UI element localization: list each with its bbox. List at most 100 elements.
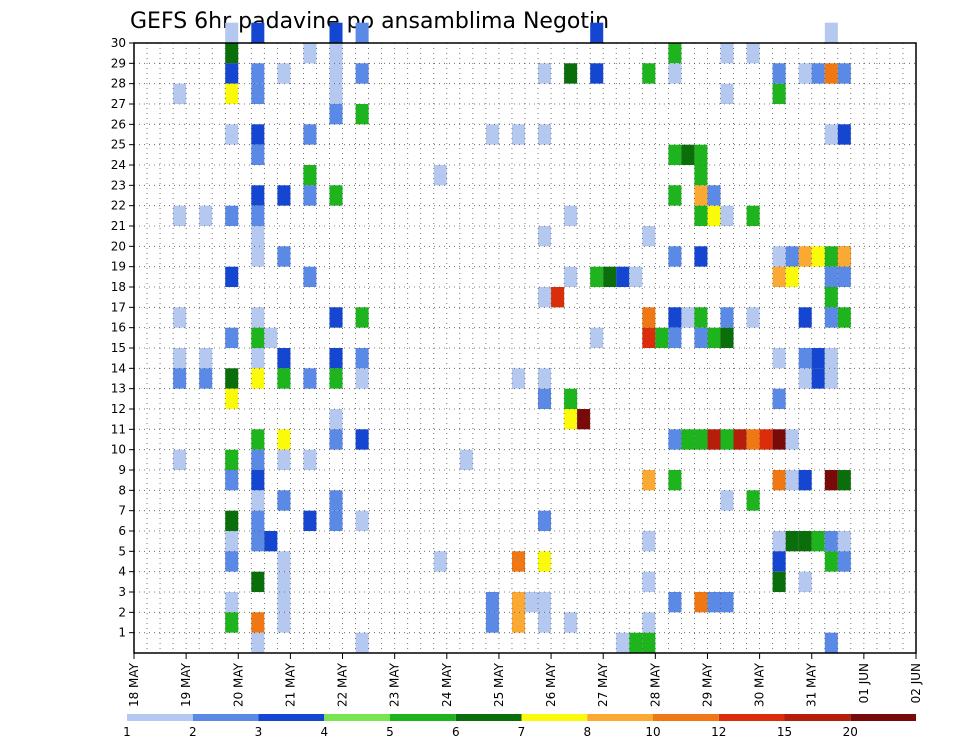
y-tick-label: 16 — [111, 321, 126, 335]
heatmap-cell — [798, 246, 812, 267]
legend-color-swatch — [127, 714, 193, 721]
heatmap-cell — [694, 144, 708, 166]
y-tick-label: 2 — [118, 605, 126, 619]
heatmap-cell — [251, 348, 265, 369]
heatmap-cell — [251, 571, 265, 593]
heatmap-cell — [173, 205, 187, 227]
heatmap-cell — [642, 531, 656, 552]
heatmap-cell — [264, 531, 278, 552]
heatmap-cell — [251, 490, 265, 511]
heatmap-cell — [785, 470, 799, 491]
x-tick-label: 30 MAY — [753, 662, 767, 707]
heatmap-cell — [538, 226, 552, 247]
y-tick-label: 21 — [111, 219, 126, 233]
y-tick-label: 26 — [111, 117, 126, 131]
heatmap-cell — [329, 429, 343, 450]
legend-color-swatch — [521, 714, 588, 721]
heatmap-cell — [525, 592, 539, 613]
x-tick-label: 20 MAY — [231, 662, 245, 707]
y-tick-label: 27 — [111, 97, 126, 111]
heatmap-cell — [720, 490, 734, 511]
heatmap-cell — [798, 571, 812, 593]
heatmap-cell — [824, 368, 838, 389]
heatmap-cell — [485, 612, 499, 633]
heatmap-cell — [837, 531, 851, 552]
heatmap-cell — [433, 165, 447, 186]
heatmap-cell — [668, 144, 682, 166]
y-tick-label: 8 — [118, 483, 126, 497]
legend-label: 10 — [645, 725, 660, 739]
heatmap-cell — [329, 83, 343, 105]
heatmap-cell — [251, 246, 265, 267]
heatmap-cell — [798, 368, 812, 389]
x-tick-label: 29 MAY — [700, 662, 714, 707]
heatmap-cell — [668, 43, 682, 64]
heatmap-cells — [173, 22, 851, 654]
heatmap-cell — [668, 246, 682, 267]
heatmap-cell — [225, 83, 239, 105]
heatmap-cell — [720, 205, 734, 227]
heatmap-cell — [824, 246, 838, 267]
heatmap-cell — [277, 368, 291, 389]
legend-label: 2 — [189, 725, 197, 739]
heatmap-cell — [707, 592, 721, 613]
heatmap-cell — [538, 388, 552, 410]
heatmap-cell — [173, 83, 187, 105]
heatmap-cell — [329, 490, 343, 511]
legend-label: 5 — [386, 725, 394, 739]
heatmap-cell — [538, 368, 552, 389]
heatmap-cell — [355, 368, 369, 389]
heatmap-cell — [707, 429, 721, 450]
heatmap-cell — [251, 632, 265, 654]
y-tick-label: 13 — [111, 382, 126, 396]
heatmap-cell — [355, 22, 369, 44]
x-tick-label: 31 MAY — [805, 662, 819, 707]
heatmap-cell — [225, 449, 239, 471]
heatmap-cell — [798, 470, 812, 491]
heatmap-cell — [824, 348, 838, 369]
y-tick-label: 4 — [118, 565, 126, 579]
y-tick-label: 28 — [111, 77, 126, 91]
heatmap-cell — [772, 429, 786, 450]
y-tick-label: 17 — [111, 300, 126, 314]
y-axis-ticks: 1234567891011121314151617181920212223242… — [111, 36, 134, 640]
heatmap-cell — [251, 510, 265, 532]
legend-label: 7 — [518, 725, 526, 739]
x-axis-ticks: 18 MAY 19 MAY 20 MAY 21 MAY 22 MAY 23 MAY 24 M… — [127, 653, 923, 707]
heatmap-cell — [798, 307, 812, 328]
heatmap-cell — [720, 43, 734, 64]
heatmap-cell — [355, 632, 369, 654]
y-tick-label: 22 — [111, 199, 126, 213]
heatmap-cell — [225, 43, 239, 64]
heatmap-cell — [772, 470, 786, 491]
heatmap-cell — [837, 246, 851, 267]
y-tick-label: 25 — [111, 138, 126, 152]
heatmap-cell — [681, 307, 695, 328]
heatmap-cell — [251, 531, 265, 552]
heatmap-cell — [694, 429, 708, 450]
heatmap-cell — [746, 429, 760, 450]
legend-label: 15 — [777, 725, 792, 739]
heatmap-cell — [225, 470, 239, 491]
heatmap-cell — [720, 83, 734, 105]
grid-lines — [134, 42, 916, 653]
heatmap-cell — [642, 571, 656, 593]
heatmap-cell — [746, 307, 760, 328]
x-tick-label: 23 MAY — [388, 662, 402, 707]
heatmap-cell — [173, 449, 187, 471]
heatmap-cell — [824, 287, 838, 308]
heatmap-cell — [303, 185, 317, 206]
heatmap-cell — [785, 246, 799, 267]
heatmap-cell — [538, 287, 552, 308]
heatmap-cell — [837, 470, 851, 491]
y-tick-label: 19 — [111, 260, 126, 274]
heatmap-cell — [824, 63, 838, 84]
heatmap-cell — [303, 510, 317, 532]
x-tick-label: 22 MAY — [336, 662, 350, 707]
legend-color-swatch — [258, 714, 325, 721]
heatmap-cell — [538, 63, 552, 84]
heatmap-cell — [642, 327, 656, 349]
legend-color-swatch — [850, 714, 917, 721]
x-tick-label: 24 MAY — [440, 662, 454, 707]
heatmap-cell — [355, 307, 369, 328]
